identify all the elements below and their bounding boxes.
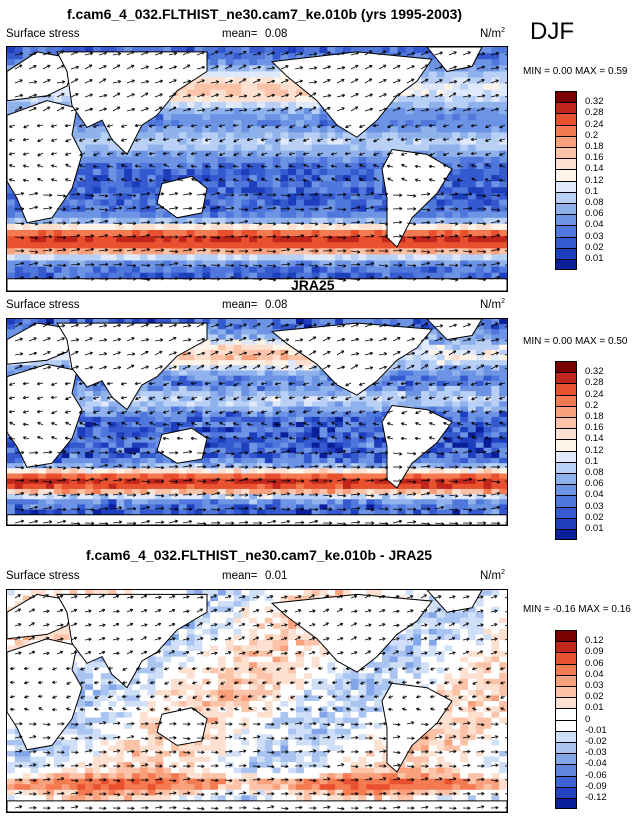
colorbar-tick-label: 0.12: [585, 635, 604, 647]
land-africa: [7, 100, 83, 224]
colorbar-tick-label: -0.06: [585, 769, 607, 781]
land-greenland: [426, 590, 483, 613]
panel-2-minmax: MIN = 0.00 MAX = 0.50: [523, 336, 628, 347]
colorbar-tick-label: 0.32: [585, 366, 604, 378]
panel-1-mean-value: 0.08: [265, 28, 288, 40]
colorbar-tick-label: 0.1: [585, 185, 599, 197]
panel-2-title: JRA25: [291, 277, 335, 293]
colorbar-tick-label: 0.28: [585, 107, 604, 119]
land-antarctica: [7, 800, 507, 812]
colorbar-tick-label: 0.06: [585, 478, 604, 490]
colorbar-frame: [555, 630, 577, 810]
panel-1-units: N/m2: [480, 27, 505, 40]
continents: [7, 590, 507, 812]
panel-3-minmax: MIN = -0.16 MAX = 0.16: [523, 604, 631, 615]
colorbar-tick-label: 0.02: [585, 691, 604, 703]
colorbar-tick-label: 0.12: [585, 444, 604, 456]
land-asia: [56, 51, 208, 156]
colorbar-tick-label: 0.08: [585, 467, 604, 478]
colorbar-tick-label: 0.28: [585, 377, 604, 389]
colorbar-tick-label: -0.09: [585, 780, 607, 792]
panel-2-map: [6, 318, 508, 526]
colorbar-tick-label: 0.08: [585, 197, 604, 208]
colorbar-tick-label: 0.04: [585, 489, 604, 501]
colorbar-tick-label: 0: [585, 713, 591, 725]
colorbar-tick-label: 0.03: [585, 500, 604, 512]
land-samerica: [381, 682, 453, 773]
colorbar-frame: [555, 361, 577, 541]
panel-1-minmax: MIN = 0.00 MAX = 0.59: [523, 66, 628, 77]
panel-3-title: f.cam6_4_032.FLTHIST_ne30.cam7_ke.010b -…: [86, 547, 433, 563]
panel-3-mean-value: 0.01: [265, 570, 288, 582]
colorbar-tick-label: -0.02: [585, 736, 607, 747]
land-africa: [7, 363, 83, 468]
colorbar-tick-label: -0.04: [585, 758, 607, 770]
colorbar-tick-label: -0.03: [585, 747, 607, 759]
colorbar-tick-label: 0.18: [585, 141, 604, 152]
colorbar-tick-label: 0.09: [585, 646, 604, 658]
land-africa: [7, 638, 83, 751]
panel-3-variable: Surface stress: [6, 570, 80, 582]
land-australia: [156, 175, 208, 219]
continents: [7, 47, 507, 291]
colorbar-tick-label: 0.03: [585, 680, 604, 691]
colorbar-tick-label: 0.12: [585, 174, 604, 186]
panel-2-mean-value: 0.08: [265, 299, 288, 311]
colorbar-tick-label: 0.01: [585, 702, 604, 714]
colorbar-tick-label: 0.02: [585, 241, 604, 253]
land-samerica: [381, 148, 453, 248]
colorbar-tick-label: 0.24: [585, 118, 604, 130]
stress-vectors: [8, 322, 507, 525]
panel-3-map: [6, 589, 508, 813]
colorbar-tick-label: 0.06: [585, 208, 604, 220]
land-australia: [156, 707, 208, 746]
land-antarctica: [7, 514, 507, 525]
colorbar-tick-label: 0.2: [585, 129, 599, 141]
land-australia: [156, 427, 208, 464]
colorbar-tick-label: -0.12: [585, 792, 607, 803]
colorbar-tick-label: 0.1: [585, 455, 599, 467]
panel-1-map: [6, 46, 508, 292]
colorbar-frame: [555, 91, 577, 271]
panel-2-mean-label: mean=: [222, 299, 258, 311]
land-europe: [7, 51, 78, 102]
panel-2-units: N/m2: [480, 298, 505, 311]
panel-1-variable: Surface stress: [6, 28, 80, 40]
panel-1-map-svg: [7, 47, 507, 291]
stress-vectors: [8, 50, 507, 282]
panel-2-variable: Surface stress: [6, 299, 80, 311]
panel-3-mean-label: mean=: [222, 570, 258, 582]
colorbar-tick-label: 0.01: [585, 253, 604, 264]
stress-vectors: [9, 594, 507, 811]
season-label: DJF: [530, 18, 574, 45]
colorbar-tick-label: 0.14: [585, 163, 604, 175]
colorbar-tick-label: 0.03: [585, 230, 604, 242]
panel-3-map-svg: [7, 590, 507, 812]
land-antarctica: [7, 278, 507, 291]
land-namerica: [270, 51, 433, 138]
colorbar-tick-label: 0.01: [585, 523, 604, 534]
colorbar-tick-label: 0.02: [585, 511, 604, 523]
land-namerica: [270, 593, 433, 673]
colorbar-tick-label: 0.14: [585, 433, 604, 445]
panel-1-title: f.cam6_4_032.FLTHIST_ne30.cam7_ke.010b (…: [67, 6, 463, 22]
panel-1-mean-label: mean=: [222, 28, 258, 40]
panel-3-units: N/m2: [480, 569, 505, 582]
colorbar-tick-label: 0.18: [585, 411, 604, 422]
colorbar-tick-label: 0.16: [585, 152, 604, 164]
colorbar-tick-label: 0.2: [585, 399, 599, 411]
colorbar-tick-label: 0.32: [585, 96, 604, 108]
colorbar-tick-label: 0.16: [585, 422, 604, 434]
land-europe: [7, 593, 78, 640]
panel-2-map-svg: [7, 319, 507, 525]
colorbar-tick-label: 0.06: [585, 657, 604, 669]
colorbar-tick-label: -0.01: [585, 724, 607, 736]
land-asia: [56, 593, 208, 689]
colorbar-tick-label: 0.04: [585, 668, 604, 680]
colorbar-tick-label: 0.04: [585, 219, 604, 231]
land-namerica: [270, 322, 433, 396]
colorbar-tick-label: 0.24: [585, 388, 604, 400]
